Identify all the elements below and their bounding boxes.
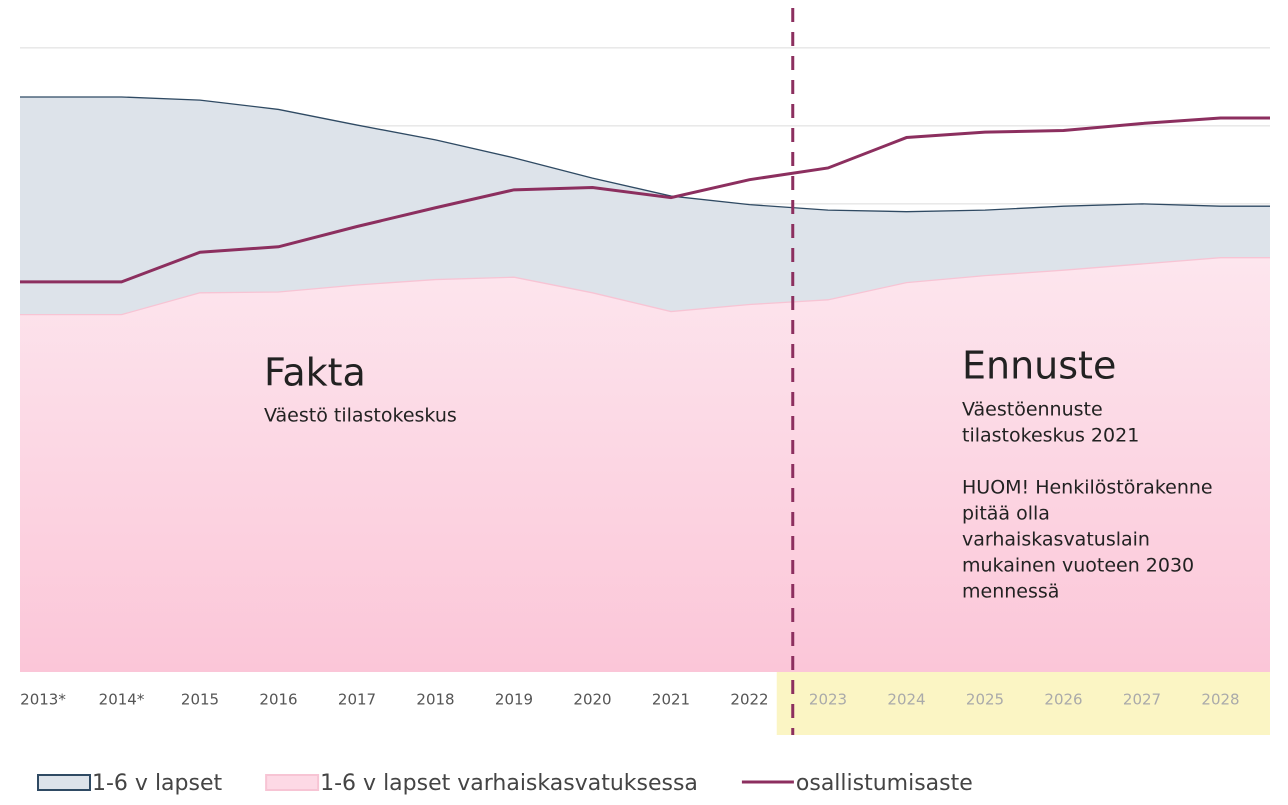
x-tick-label: 2023 (809, 691, 847, 709)
x-tick-label: 2027 (1123, 691, 1161, 709)
legend-item: 1-6 v lapset (37, 771, 222, 796)
x-tick-label: 2024 (887, 691, 925, 709)
x-tick-label: 2022 (730, 691, 768, 709)
legend-swatch (37, 774, 91, 791)
annotation-text: Väestöennuste (962, 399, 1103, 421)
x-tick-label: 2017 (338, 691, 376, 709)
x-tick-label: 2020 (573, 691, 611, 709)
annotation-title: Fakta (264, 351, 366, 395)
annotation-text: HUOM! Henkilöstörakenne (962, 477, 1213, 499)
legend-item: 1-6 v lapset varhaiskasvatuksessa (265, 771, 698, 796)
legend-swatch (265, 774, 320, 791)
annotation-text: mukainen vuoteen 2030 (962, 555, 1194, 577)
annotation-text: tilastokeskus 2021 (962, 425, 1139, 447)
x-tick-label: 2016 (259, 691, 297, 709)
x-tick-label: 2014* (99, 691, 145, 709)
area (20, 257, 1270, 672)
annotation-text: mennessä (962, 581, 1059, 603)
legend-label: 1-6 v lapset varhaiskasvatuksessa (320, 771, 698, 796)
x-tick-label: 2021 (652, 691, 690, 709)
line (20, 116, 1270, 284)
x-tick-label: 2025 (966, 691, 1004, 709)
x-tick-label: 2026 (1044, 691, 1082, 709)
x-tick-label: 2015 (181, 691, 219, 709)
x-tick-label: 2018 (416, 691, 454, 709)
x-tick-label: 2013* (20, 691, 66, 709)
forecast-highlight (776, 672, 1270, 735)
annotation-text: Väestö tilastokeskus (264, 405, 457, 427)
annotation-text: varhaiskasvatuslain (962, 529, 1150, 551)
legend-label: 1-6 v lapset (92, 771, 222, 796)
legend-label: osallistumisaste (796, 771, 973, 796)
area-edge (20, 257, 1270, 316)
area-edge (20, 96, 1270, 213)
x-tick-label: 2028 (1201, 691, 1239, 709)
legend-item: osallistumisaste (741, 771, 973, 796)
plot: 2013* 2014* 2015 2016 2017 2018 2019 2020 2021 20… (20, 8, 1270, 735)
annotation-title: Ennuste (962, 344, 1116, 388)
annotation-text: pitää olla (962, 503, 1050, 525)
x-tick-label: 2019 (495, 691, 533, 709)
